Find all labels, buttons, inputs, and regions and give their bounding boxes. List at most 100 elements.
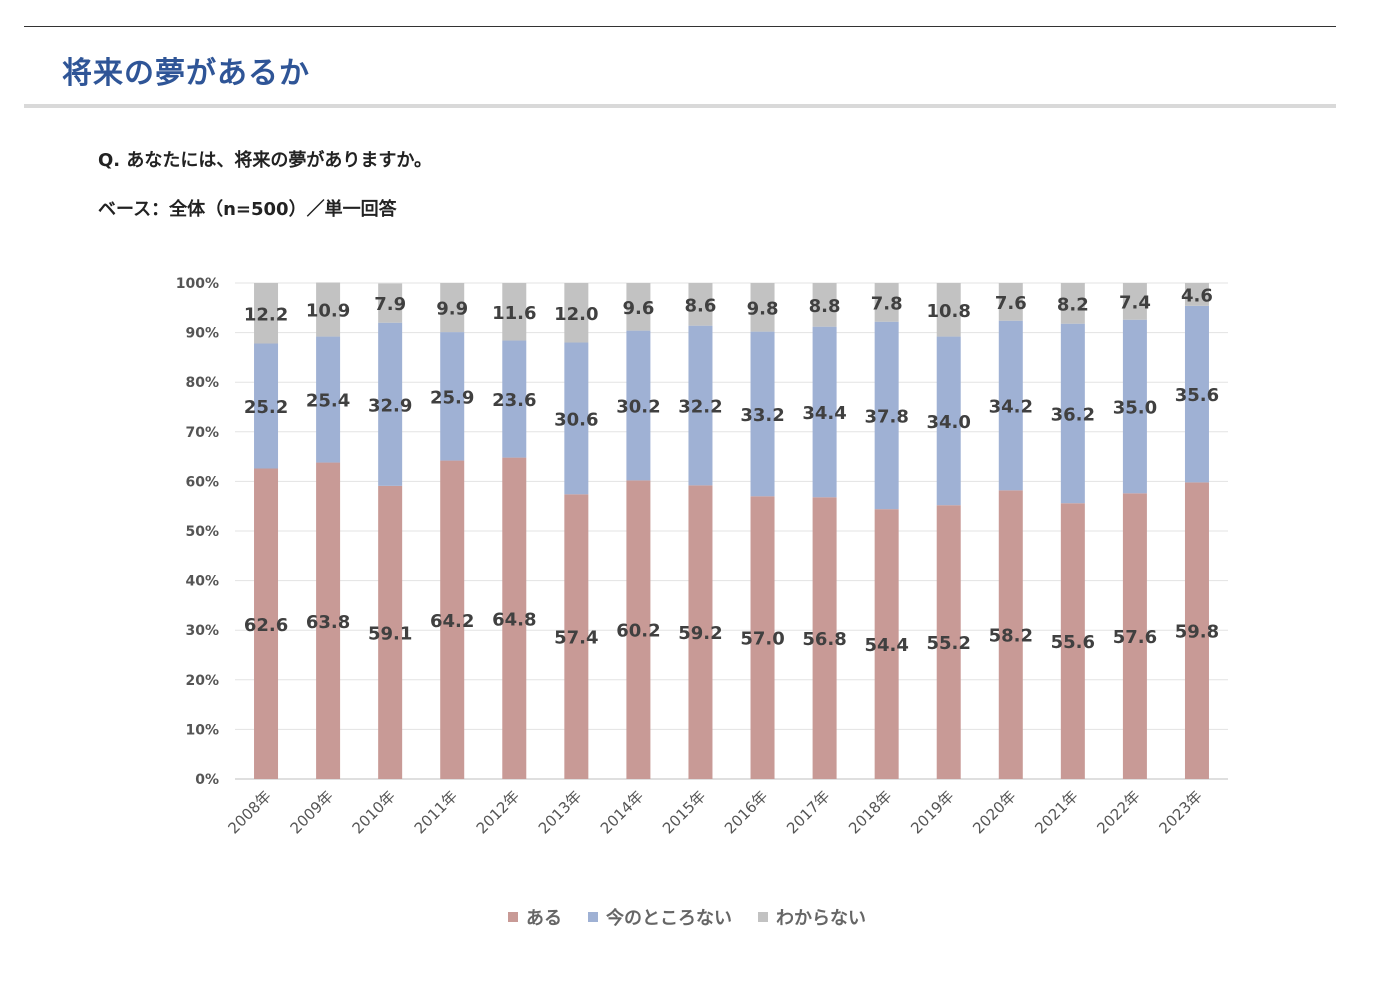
bar-segment	[316, 462, 341, 779]
bar-segment	[564, 342, 589, 495]
legend-swatch-wakaranai	[758, 912, 768, 922]
bar-segment	[874, 283, 899, 322]
data-label: 55.2	[927, 633, 971, 654]
x-tick-label: 2020年	[969, 787, 1019, 837]
data-label: 7.9	[374, 294, 406, 315]
page-title: 将来の夢があるか	[62, 56, 310, 91]
data-label: 59.8	[1175, 622, 1219, 643]
data-label: 8.6	[685, 295, 717, 316]
legend-swatch-imanotokoronai	[588, 912, 598, 922]
legend-label-imanotokoronai: 今のところない	[606, 908, 732, 929]
x-tick-label: 2017年	[783, 787, 833, 837]
bar-segment	[378, 485, 403, 779]
x-tick-label: 2021年	[1031, 787, 1081, 837]
x-tick-label: 2014年	[597, 787, 647, 837]
x-tick-label: 2012年	[473, 787, 523, 837]
data-label: 56.8	[802, 629, 846, 650]
data-label: 12.0	[554, 304, 598, 325]
data-label: 9.9	[436, 299, 468, 320]
data-label: 55.6	[1051, 632, 1095, 653]
bar-segment	[564, 494, 589, 779]
x-tick-label: 2008年	[225, 787, 275, 837]
data-label: 36.2	[1051, 404, 1095, 425]
x-tick-label: 2022年	[1093, 787, 1143, 837]
title-rule	[24, 104, 1336, 108]
bar-segment	[936, 283, 961, 337]
y-tick-label: 60%	[185, 474, 219, 490]
bar-segment	[750, 496, 775, 779]
base-text: ベース：全体（n=500）／単一回答	[98, 199, 397, 220]
y-tick-label: 90%	[185, 326, 219, 342]
bar-segment	[1184, 482, 1209, 779]
bar-segment	[1122, 493, 1147, 779]
bar-segment	[502, 457, 527, 779]
bar-segment	[874, 321, 899, 510]
data-label: 34.0	[927, 412, 971, 433]
bar-segment	[502, 340, 527, 458]
bar-segment	[1122, 319, 1147, 494]
bar-segment	[1060, 503, 1085, 779]
data-label: 9.8	[747, 298, 779, 319]
data-label: 7.4	[1119, 292, 1151, 313]
bar-segment	[626, 330, 651, 481]
bar-segment	[1184, 283, 1209, 306]
data-label: 32.2	[678, 397, 722, 418]
data-label: 64.8	[492, 609, 536, 630]
bar-segment	[564, 283, 589, 343]
bar-segment	[936, 505, 961, 779]
x-tick-label: 2023年	[1155, 787, 1205, 837]
data-label: 10.9	[306, 301, 350, 322]
bar-segment	[254, 283, 279, 344]
legend-item-wakaranai: わからない	[758, 904, 866, 930]
bar-segment	[998, 283, 1023, 321]
bar-segment	[812, 497, 837, 779]
x-tick-label: 2015年	[659, 787, 709, 837]
bar-segment	[626, 480, 651, 779]
bar-segment	[812, 326, 837, 498]
data-label: 10.8	[927, 301, 971, 322]
bar-segment	[378, 322, 403, 486]
bar-segment	[254, 343, 279, 469]
bar-segment	[626, 283, 651, 331]
data-label: 11.6	[492, 303, 536, 324]
data-label: 25.2	[244, 397, 288, 418]
data-label: 63.8	[306, 612, 350, 633]
bar-segment	[1060, 283, 1085, 324]
y-tick-label: 10%	[185, 722, 219, 738]
bar-segment	[316, 282, 341, 337]
data-label: 37.8	[864, 406, 908, 427]
x-tick-label: 2013年	[535, 787, 585, 837]
bar-segment	[936, 336, 961, 506]
data-label: 59.1	[368, 623, 412, 644]
bar-segment	[998, 490, 1023, 779]
data-label: 34.4	[802, 403, 846, 424]
bar-segment	[440, 332, 465, 461]
y-tick-label: 20%	[185, 673, 219, 689]
data-label: 8.2	[1057, 294, 1089, 315]
legend-item-imanotokoronai: 今のところない	[588, 904, 732, 930]
data-label: 57.4	[554, 628, 598, 649]
legend-label-aru: ある	[526, 908, 562, 929]
legend-item-aru: ある	[508, 904, 562, 930]
legend: ある 今のところない わからない	[0, 904, 1374, 930]
data-label: 59.2	[678, 623, 722, 644]
x-tick-label: 2018年	[845, 787, 895, 837]
bar-segment	[440, 283, 465, 333]
x-tick-label: 2009年	[287, 787, 337, 837]
data-label: 35.0	[1113, 398, 1157, 419]
bar-segment	[254, 468, 279, 779]
bar-segment	[688, 283, 713, 326]
data-label: 8.8	[809, 296, 841, 317]
bar-segment	[316, 336, 341, 463]
data-label: 7.6	[995, 293, 1027, 314]
bar-segment	[812, 283, 837, 327]
y-tick-label: 40%	[185, 574, 219, 590]
bar-segment	[750, 283, 775, 332]
data-label: 54.4	[864, 635, 908, 656]
x-tick-label: 2010年	[349, 787, 399, 837]
data-label: 32.9	[368, 395, 412, 416]
bar-segment	[502, 283, 527, 341]
bar-segment	[378, 283, 403, 323]
data-label: 58.2	[989, 626, 1033, 647]
data-label: 30.2	[616, 397, 660, 418]
